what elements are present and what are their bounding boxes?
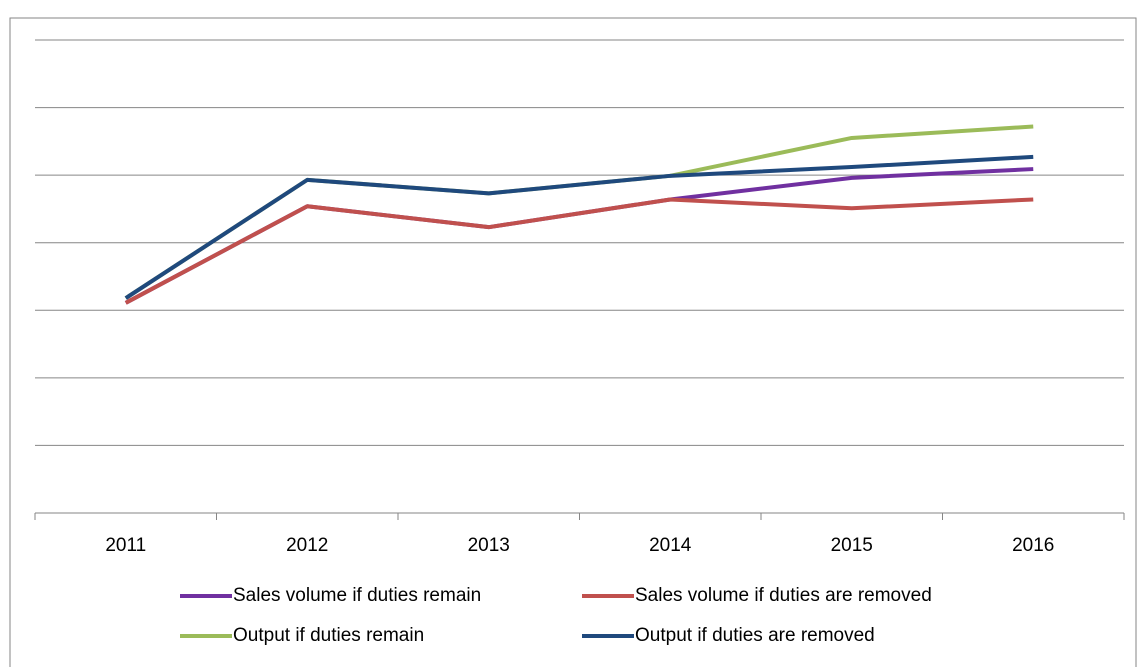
series-line bbox=[124, 154, 1034, 300]
x-tick-label: 2012 bbox=[286, 535, 328, 556]
x-tick-label: 2015 bbox=[831, 535, 873, 556]
legend-label: Output if duties are removed bbox=[635, 625, 875, 646]
x-tick-label: 2014 bbox=[649, 535, 692, 556]
x-tick-label: 2011 bbox=[105, 535, 146, 556]
series-line bbox=[124, 197, 1034, 305]
legend-label: Sales volume if duties are removed bbox=[635, 585, 932, 606]
legend-label: Sales volume if duties remain bbox=[233, 585, 481, 606]
legend-label: Output if duties remain bbox=[233, 625, 424, 646]
x-tick-label: 2016 bbox=[1012, 535, 1054, 556]
x-tick-label: 2013 bbox=[468, 535, 510, 556]
chart-frame bbox=[9, 17, 1137, 667]
